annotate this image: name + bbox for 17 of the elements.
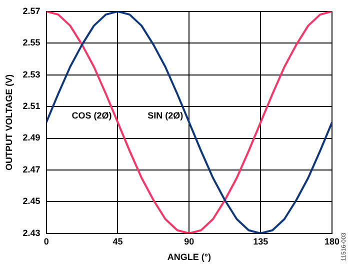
- x-axis-title: ANGLE (°): [167, 252, 211, 262]
- x-tick-label: 90: [184, 236, 194, 246]
- y-tick-label: 2.51: [22, 101, 40, 112]
- x-tick-label: 180: [324, 236, 340, 246]
- y-tick-label: 2.55: [22, 38, 40, 48]
- y-tick-label: 2.57: [22, 6, 40, 16]
- x-tick-label: 45: [112, 236, 123, 246]
- x-tick-label: 135: [253, 236, 268, 246]
- series-label: COS (2Ø): [72, 110, 112, 120]
- y-tick-label: 2.53: [22, 69, 40, 80]
- series-label: SIN (2Ø): [148, 110, 184, 120]
- y-tick-label: 2.47: [22, 164, 40, 174]
- x-tick-label: 0: [44, 236, 49, 246]
- y-tick-label: 2.43: [22, 228, 40, 238]
- y-tick-label: 2.45: [22, 196, 40, 206]
- y-axis-title: OUTPUT VOLTAGE (V): [4, 74, 14, 170]
- y-tick-label: 2.49: [22, 132, 40, 143]
